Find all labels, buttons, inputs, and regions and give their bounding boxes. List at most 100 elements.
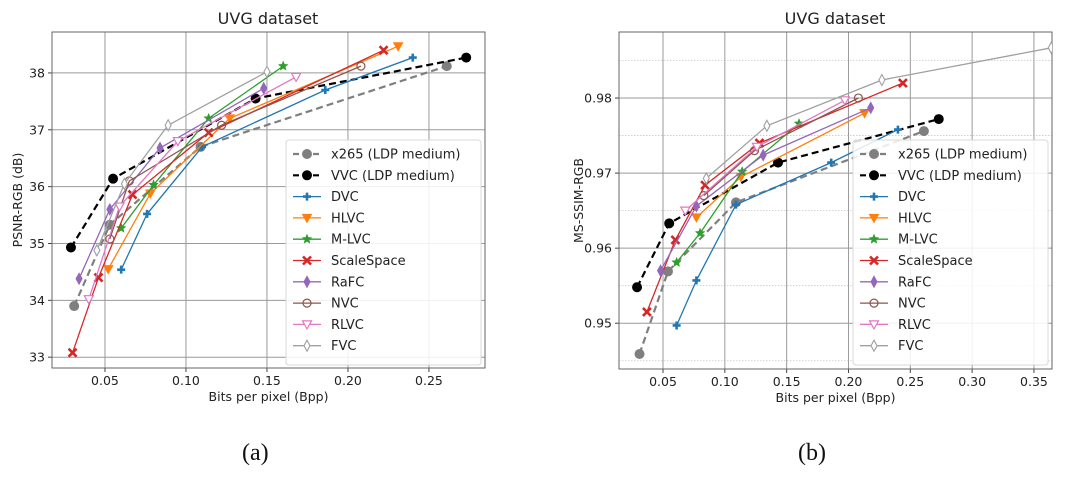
data-point-x265-ldp-medium [441,61,452,72]
data-point-rlvc [83,295,95,305]
legend-marker-nvc [302,298,312,308]
legend-label-scalespace: ScaleSpace [898,254,973,269]
y-tick-label: 36 [29,179,45,194]
y-tick-label: 0.98 [584,91,612,106]
y-tick-label: 0.97 [584,166,612,181]
data-point-rafc [260,81,268,95]
data-point-dvc [143,209,152,218]
legend-label-hlvc: HLVC [898,211,932,226]
data-point-x265-ldp-medium [634,348,645,359]
data-point-rafc [156,141,164,155]
legend-label-vvc-ldp-medium: VVC (LDP medium) [331,169,455,184]
legend-marker-scalespace [302,255,312,266]
series-line-m-lvc [676,123,800,263]
legend-marker-fvc [303,339,311,353]
data-point-vvc-ldp-medium [664,218,675,229]
plot-frame [51,31,486,369]
data-point-vvc-ldp-medium [632,282,643,293]
data-point-hlvc [392,42,404,52]
x-tick-label: 0.30 [958,374,986,389]
chart-title: UVG dataset [785,9,886,28]
caption-b: (b) [798,440,826,466]
data-point-m-lvc [148,179,159,190]
y-tick-label: 38 [29,65,45,80]
data-point-x265-ldp-medium [69,301,80,312]
legend-label-hlvc: HLVC [331,211,365,226]
caption-a: (a) [242,440,269,466]
legend-marker-dvc [303,192,311,201]
legend-label-dvc: DVC [331,190,359,205]
data-point-dvc [408,53,417,62]
y-tick-label: 35 [29,236,45,251]
legend-label-rlvc: RLVC [898,318,931,333]
x-tick-label: 0.25 [415,373,443,388]
legend-label-m-lvc: M-LVC [331,233,371,248]
data-point-dvc [672,321,681,330]
series-line-rlvc [88,76,297,300]
legend-box [285,139,482,366]
data-point-scalespace [67,347,78,358]
legend-marker-scalespace [869,255,879,266]
data-point-fvc [763,119,771,133]
data-point-scalespace [897,78,908,88]
series-line-fvc [705,47,1052,179]
chart-b: 0.05 0.10 0.15 0.20 0.25 0.30 0.35 0.95 0.96 0.97… [571,9,1053,405]
data-point-x265-ldp-medium [918,126,929,137]
data-point-m-lvc [671,256,683,268]
legend: x265 (LDP medium) VVC (LDP medium) DVC HLVC… [852,139,1049,366]
data-point-fvc [1047,41,1052,55]
legend-label-rlvc: RLVC [331,318,364,333]
series-line-fvc [96,71,268,251]
legend-marker-hlvc [868,213,880,224]
legend-marker-x265-ldp-medium [302,149,312,159]
plot-frame [618,31,1053,370]
y-tick-label: 34 [29,293,45,308]
data-point-fvc [878,73,886,87]
y-tick-label: 33 [29,350,45,365]
legend-marker-fvc [870,339,878,353]
data-point-dvc [731,200,740,209]
data-point-vvc-ldp-medium [461,52,472,63]
data-point-nvc [217,120,227,130]
data-point-scalespace [378,45,389,56]
data-point-nvc [853,93,863,103]
series-group [632,41,1052,359]
series-group [65,42,472,358]
x-tick-label: 0.05 [649,374,677,389]
legend-box [852,139,1049,366]
data-point-rafc [759,148,767,162]
data-point-vvc-ldp-medium [108,173,119,184]
data-point-vvc-ldp-medium [933,114,944,125]
data-point-dvc [321,85,330,94]
legend-label-rafc: RaFC [331,275,364,290]
data-point-fvc [164,118,172,132]
data-point-scalespace [127,189,138,200]
legend-marker-x265-ldp-medium [869,149,879,159]
data-point-rlvc [290,72,302,83]
data-point-scalespace [642,307,652,317]
data-point-hlvc [691,213,702,223]
data-point-m-lvc [277,60,289,71]
x-tick-label: 0.15 [253,373,281,388]
x-tick-label: 0.25 [896,374,924,389]
y-axis-label: MS-SSIM-RGB [571,158,586,243]
y-tick-label: 37 [29,122,45,137]
legend-label-scalespace: ScaleSpace [331,254,406,269]
series-line-rafc [78,87,265,279]
data-point-dvc [893,125,902,134]
legend-marker-vvc-ldp-medium [869,170,879,181]
data-point-rlvc [839,96,851,107]
legend-marker-hlvc [301,213,313,224]
legend-marker-dvc [870,192,878,201]
data-point-m-lvc [115,222,127,233]
data-point-rafc [75,272,83,286]
series-line-nvc [703,97,859,197]
data-point-fvc [93,243,101,257]
data-point-nvc [356,61,366,71]
data-point-vvc-ldp-medium [65,242,76,253]
series-line-m-lvc [120,65,284,229]
legend-marker-rafc [870,275,878,289]
legend-label-rafc: RaFC [898,275,931,290]
legend-marker-m-lvc [868,233,880,244]
legend-marker-rlvc [868,320,880,331]
